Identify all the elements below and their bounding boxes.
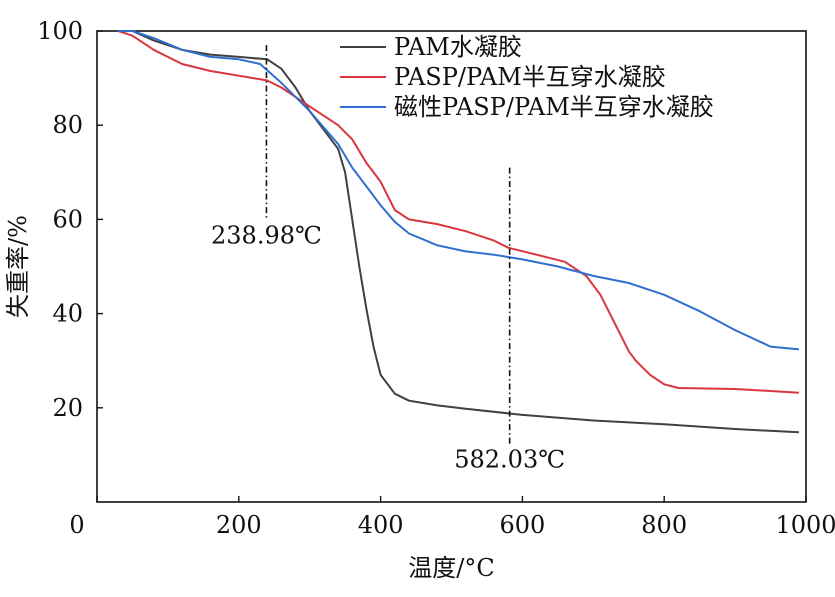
plot-frame: [96, 30, 807, 503]
y-tick-label-20: 20: [52, 394, 83, 422]
y-tick-label-100: 100: [37, 17, 83, 45]
x-tick-label-0: 0: [69, 511, 84, 539]
series-line-3: [118, 30, 799, 351]
series-lines: [117, 30, 799, 434]
y-tick-label-80: 80: [52, 111, 83, 139]
x-tick-label-200: 200: [216, 511, 262, 539]
annotation-label-2: 582.03℃: [454, 445, 565, 473]
y-tick-label-60: 60: [52, 205, 83, 233]
plot-area: [96, 30, 807, 503]
annotation-label-1: 238.98℃: [211, 221, 322, 249]
x-tick-label-1000: 1000: [775, 511, 835, 539]
x-tick-label-800: 800: [641, 511, 687, 539]
x-tick-label-600: 600: [499, 511, 545, 539]
legend-label-1: PAM水凝胶: [394, 33, 522, 61]
y-axis-title: 失重率/%: [4, 215, 32, 318]
series-line-2: [117, 30, 799, 394]
series-line-1: [118, 30, 799, 434]
x-axis-title: 温度/°C: [408, 554, 494, 582]
legend-label-2: PASP/PAM半互穿水凝胶: [394, 63, 666, 91]
annotations: 238.98℃ 582.03℃: [211, 45, 565, 473]
y-tick-label-40: 40: [52, 300, 83, 328]
x-tick-label-400: 400: [358, 511, 404, 539]
axis-ticks: 0 200 400 600 800 1000 20 40 60 80 100: [37, 17, 835, 539]
legend-label-3: 磁性PASP/PAM半互穿水凝胶: [394, 93, 714, 121]
